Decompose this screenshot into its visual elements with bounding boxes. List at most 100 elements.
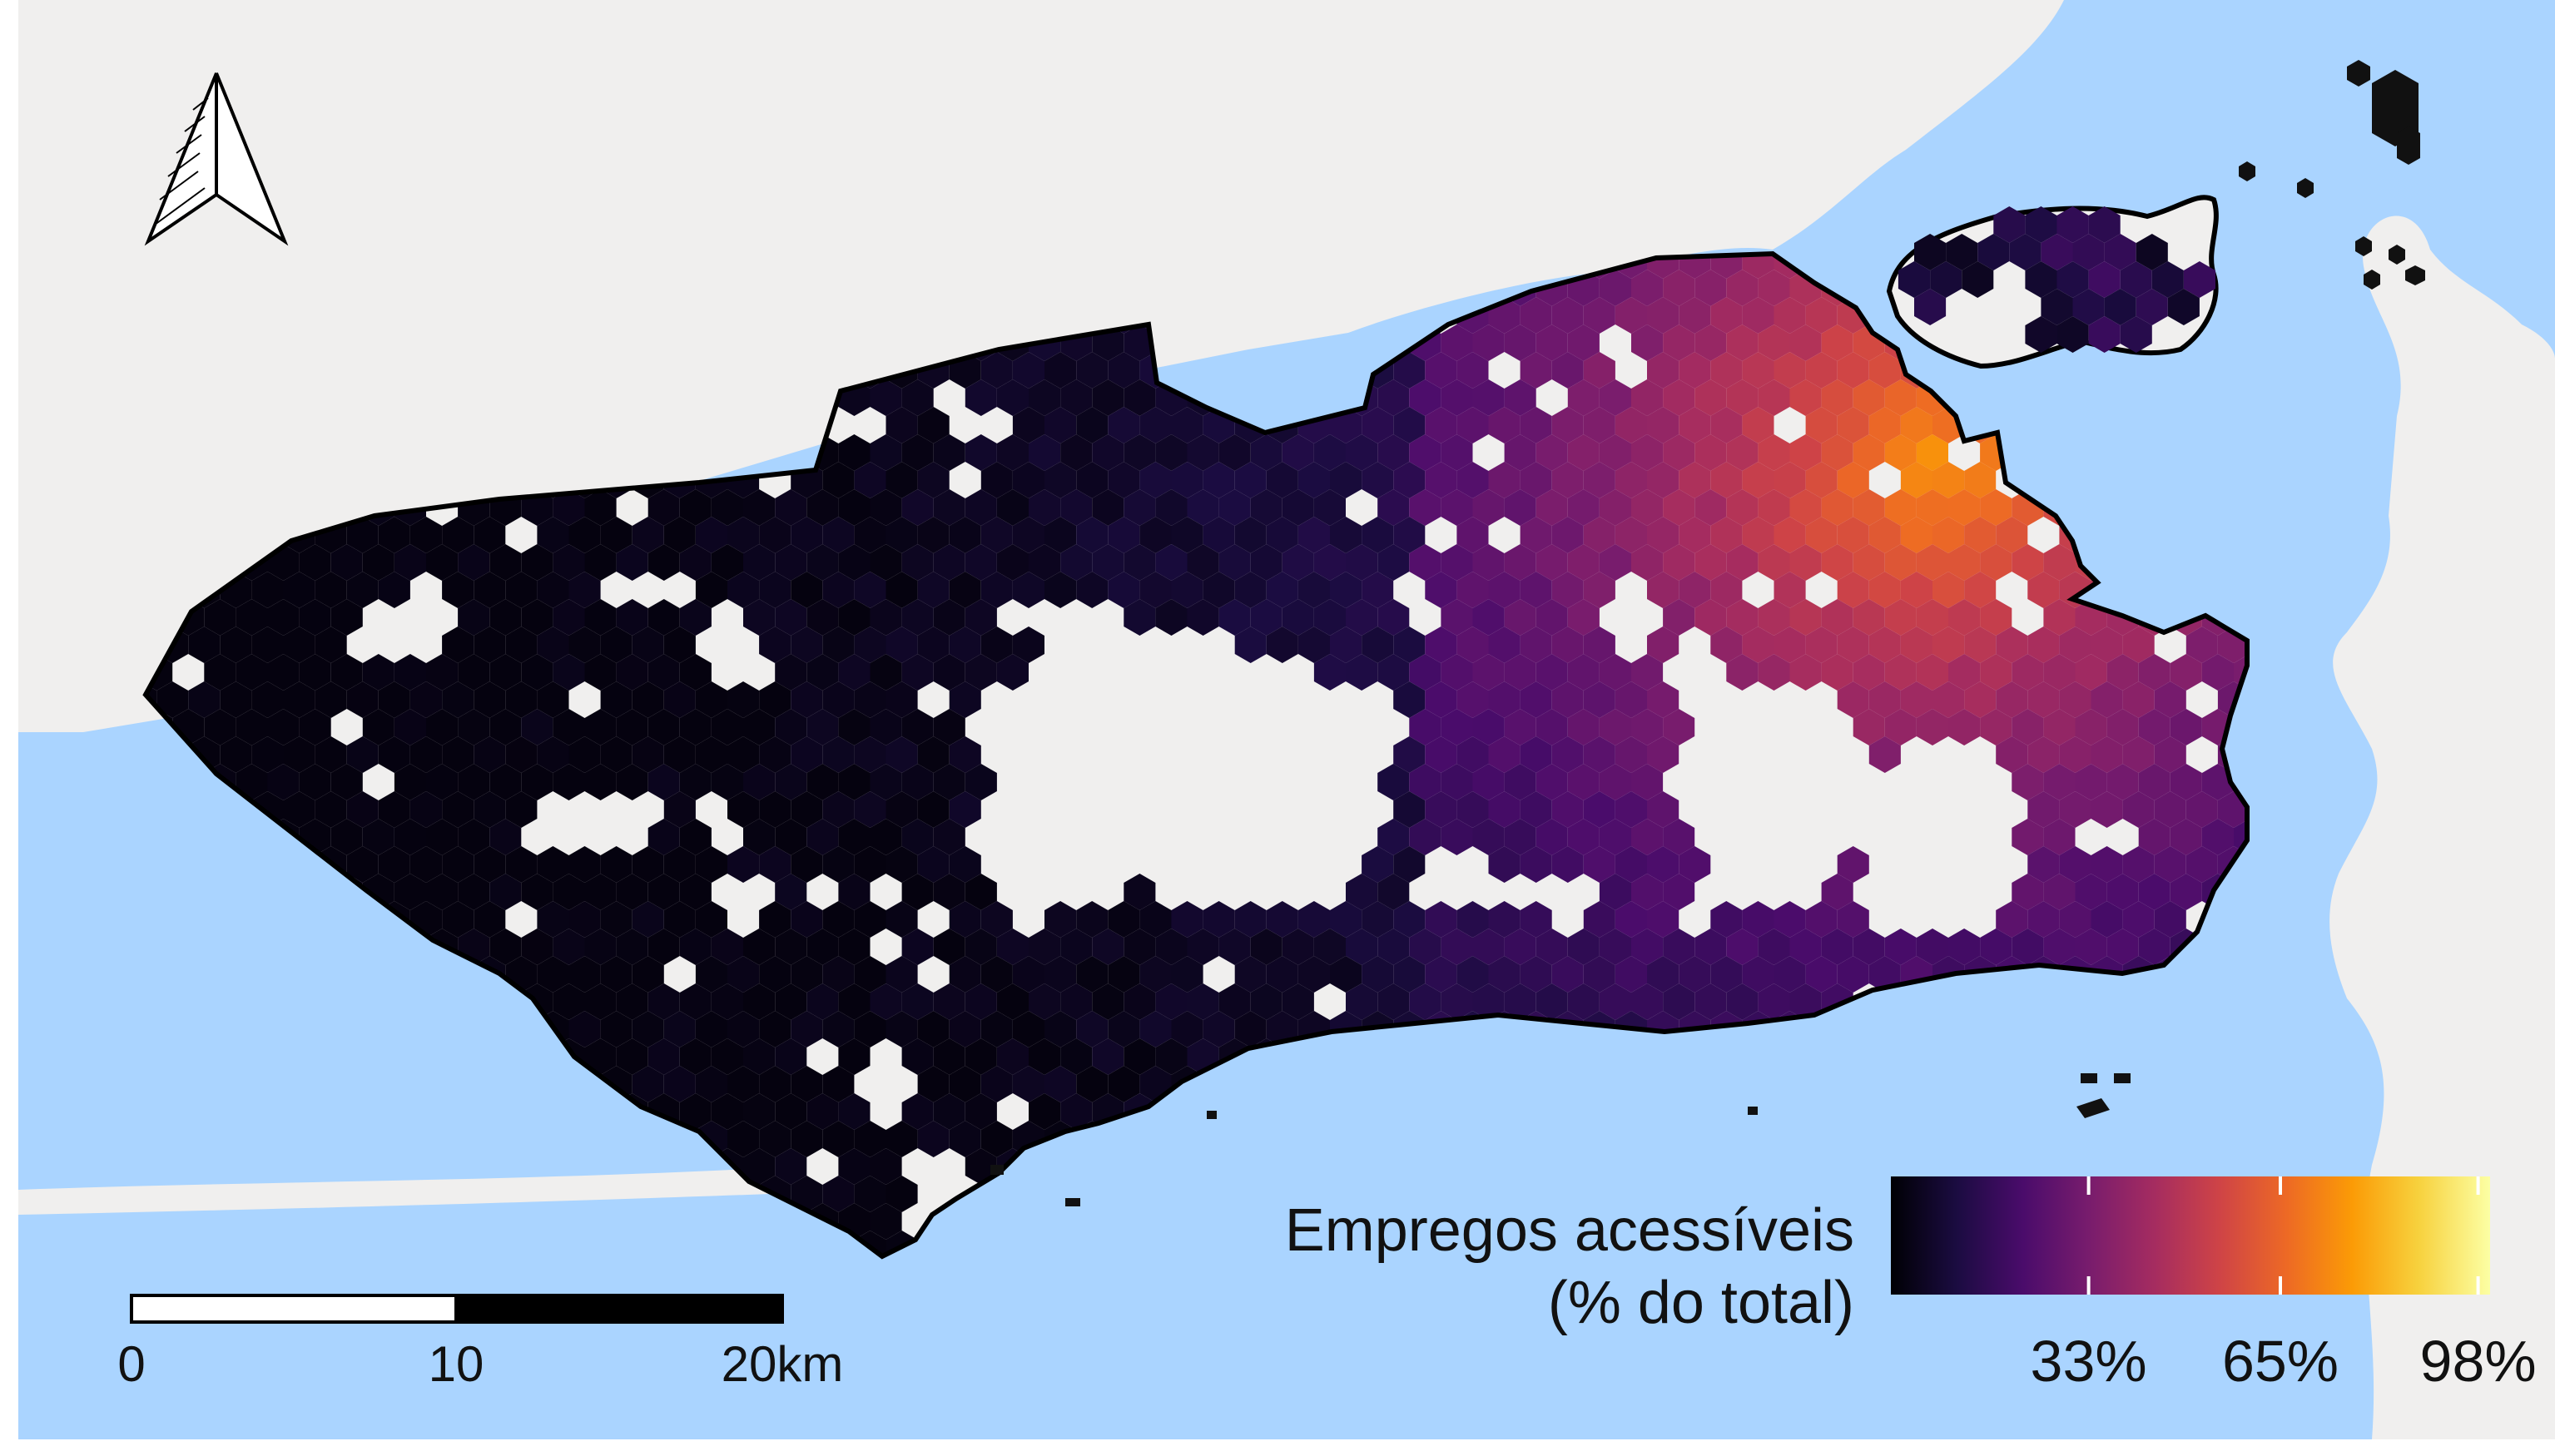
hex-cell: [917, 736, 950, 773]
hex-cell: [1393, 956, 1426, 993]
hex-cell: [854, 572, 886, 608]
hex-cell: [1742, 626, 1774, 663]
hex-cell: [2012, 929, 2044, 965]
hex-cell: [584, 544, 617, 581]
hex-cell: [2201, 654, 2234, 691]
hex-cell: [838, 544, 871, 581]
hex-cell: [1726, 434, 1759, 471]
hex-cell: [1599, 270, 1631, 306]
hex-cell: [1647, 517, 1679, 553]
hex-cell: [1694, 270, 1727, 306]
hex-cell: [647, 929, 680, 965]
hex-cell: [2138, 874, 2171, 910]
hex-cell: [1583, 462, 1615, 498]
hex-cell: [933, 544, 965, 581]
hex-cell: [299, 544, 331, 581]
hex-cell: [1520, 681, 1552, 718]
hex-cell: [1980, 489, 2012, 526]
hex-cell: [1124, 929, 1156, 965]
legend-tick-label: 98%: [2420, 1329, 2537, 1394]
hex-cell: [568, 626, 601, 663]
hex-cell: [1964, 517, 1997, 553]
hex-cell: [679, 874, 712, 910]
hex-cell: [2041, 289, 2073, 325]
hex-cell: [965, 1148, 997, 1185]
hex-cell: [553, 654, 585, 691]
hex-cell: [1932, 626, 1965, 663]
hex-cell: [616, 1038, 648, 1075]
hex-cell: [1250, 544, 1282, 581]
hex-cell: [346, 846, 379, 883]
hex-cell: [1297, 901, 1330, 938]
hex-cell: [1472, 379, 1505, 416]
hex-cell: [2170, 874, 2202, 910]
hex-cell: [727, 517, 760, 553]
hex-cell: [1631, 764, 1664, 800]
hex-cell: [759, 1066, 791, 1102]
hex-cell: [1916, 709, 1948, 745]
hex-cell: [1679, 407, 1711, 443]
hex-cell: [1520, 517, 1552, 553]
hex-cell: [346, 681, 379, 718]
mainland-east: [2329, 215, 2555, 1440]
hex-cell: [933, 819, 965, 855]
hex-cell: [1599, 709, 1631, 745]
hex-cell: [1758, 599, 1790, 636]
hex-cell: [886, 517, 918, 553]
hex-cell: [1774, 462, 1806, 498]
hex-cell: [2154, 791, 2186, 828]
hex-cell: [2122, 846, 2155, 883]
hex-cell: [1076, 407, 1109, 443]
hex-cell: [1456, 572, 1489, 608]
hex-cell: [679, 599, 712, 636]
hex-cell: [2041, 234, 2073, 270]
hex-cell: [886, 462, 918, 498]
hex-cell: [791, 846, 823, 883]
hex-cell: [1551, 572, 1584, 608]
hex-cell: [870, 489, 902, 526]
hex-cell: [1631, 929, 1664, 965]
hex-cell: [663, 1011, 696, 1047]
hex-cell: [854, 517, 886, 553]
hex-cell: [1203, 462, 1235, 498]
hex-cell: [1108, 1011, 1140, 1047]
hex-cell: [901, 489, 934, 526]
hex-cell: [1060, 544, 1093, 581]
hex-cell: [1409, 929, 1441, 965]
hex-cell: [2138, 654, 2171, 691]
hex-cell: [442, 736, 474, 773]
hex-cell: [362, 709, 394, 745]
hex-cell: [283, 791, 315, 828]
hex-cell: [1377, 489, 1410, 526]
hex-cell: [1282, 599, 1314, 636]
hex-cell: [1282, 544, 1314, 581]
hex-cell: [1377, 764, 1410, 800]
hex-cell: [1914, 234, 1947, 270]
hex-cell: [647, 709, 680, 745]
hex-cell: [838, 599, 871, 636]
hex-cell: [838, 1093, 871, 1130]
hex-cell: [584, 874, 617, 910]
hex-cell: [1187, 983, 1219, 1020]
hex-cell: [1218, 929, 1251, 965]
hex-cell: [1805, 626, 1838, 663]
hex-cell: [965, 434, 997, 471]
hex-cell: [1044, 407, 1077, 443]
hex-cell: [1898, 261, 1931, 298]
hex-cell: [1139, 572, 1172, 608]
hex-cell: [775, 654, 807, 691]
hex-cell: [1914, 289, 1947, 325]
hex-cell: [1647, 254, 1679, 279]
hex-cell: [791, 572, 823, 608]
hex-cell: [1583, 572, 1615, 608]
hex-cell: [965, 983, 997, 1020]
hex-cell: [1456, 517, 1489, 553]
hex-cell: [1647, 407, 1679, 443]
hex-cell: [1076, 956, 1109, 993]
hex-cell: [1599, 874, 1631, 910]
hex-cell: [458, 874, 490, 910]
hex-cell: [2012, 764, 2044, 800]
hex-cell: [474, 736, 506, 773]
hex-cell: [1139, 1011, 1172, 1047]
hex-cell: [1234, 517, 1267, 553]
